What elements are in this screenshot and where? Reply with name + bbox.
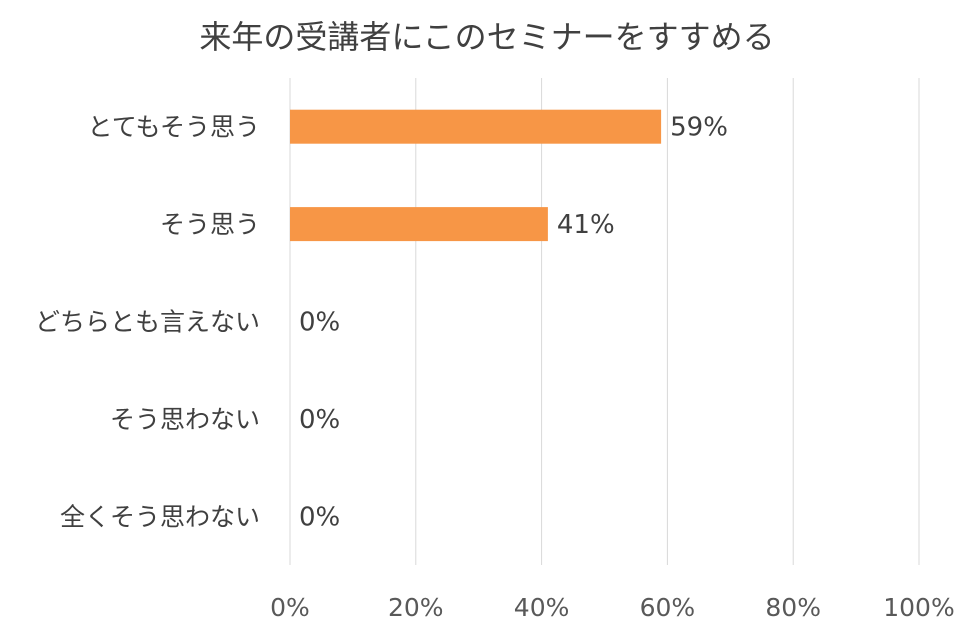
bars [290,109,662,242]
x-tick-label: 40% [514,593,570,622]
gridlines [289,78,920,565]
x-tick-label: 20% [388,593,444,622]
data-label: 41% [557,210,615,240]
x-tick-label: 100% [883,593,954,622]
chart-title: 来年の受講者にこのセミナーをすすめる [199,18,774,56]
x-tick-label: 0% [270,593,310,622]
category-label: どちらとも言えない [35,308,260,337]
category-label: そう思わない [110,405,260,434]
data-label: 0% [299,502,340,532]
bar [290,109,662,144]
data-label: 0% [299,405,340,435]
data-labels: 59% 41% 0% 0% 0% [299,113,728,533]
bar [290,207,548,242]
data-label: 0% [299,308,340,338]
x-axis-ticks: 0% 20% 40% 60% 80% 100% [270,593,955,622]
category-label: そう思う [160,210,260,239]
category-label: とてもそう思う [87,113,260,142]
x-tick-label: 60% [640,593,696,622]
data-label: 59% [670,113,728,143]
x-tick-label: 80% [765,593,821,622]
category-label: 全くそう思わない [60,502,260,531]
